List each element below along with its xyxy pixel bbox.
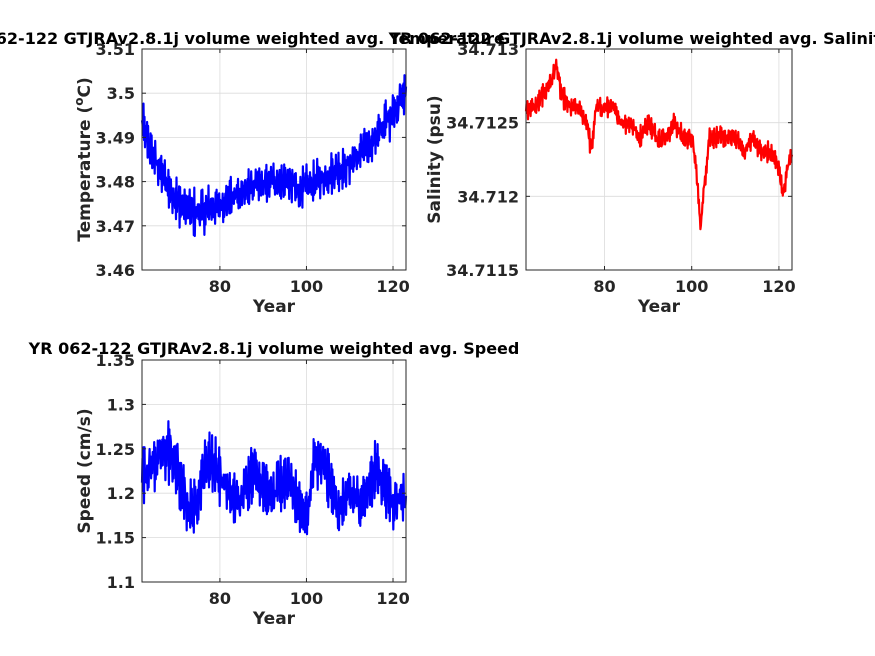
x-tick-label: 100 <box>290 277 323 296</box>
x-axis-label: Year <box>252 297 296 317</box>
y-tick-label: 3.47 <box>96 217 135 236</box>
axes-box <box>141 48 407 271</box>
y-tick-label: 3.46 <box>96 261 135 280</box>
x-tick-label: 100 <box>675 277 708 296</box>
y-axis-label: Salinity (psu) <box>425 95 445 223</box>
axes-box <box>525 48 793 271</box>
x-tick-label: 80 <box>593 277 615 296</box>
x-tick-label: 120 <box>762 277 795 296</box>
axes-box <box>141 359 407 583</box>
x-axis-label: Year <box>637 297 681 317</box>
y-tick-label: 34.7125 <box>446 114 519 133</box>
y-tick-label: 1.15 <box>96 529 135 548</box>
chart-title: YR 062-122 GTJRAv2.8.1j volume weighted … <box>388 29 875 48</box>
x-tick-label: 80 <box>209 277 231 296</box>
y-tick-label: 3.48 <box>96 173 135 192</box>
chart-panel-3: 80 100 120 1.1 1.15 1.2 1.25 1.3 1.35 Year Speed (… <box>75 351 410 629</box>
y-tick-label: 34.7115 <box>446 261 519 280</box>
chart-title: YR 062-122 GTJRAv2.8.1j volume weighted … <box>28 339 520 358</box>
y-tick-label: 34.713 <box>457 40 519 59</box>
y-tick-label: 1.1 <box>107 573 135 592</box>
y-tick-label: 1.25 <box>96 440 135 459</box>
y-tick-label: 3.51 <box>96 40 135 59</box>
chart-panel-2: 80 100 120 34.7115 34.712 34.7125 34.713 Year Sa… <box>425 40 796 317</box>
series-line <box>140 420 408 536</box>
series-line <box>140 74 408 238</box>
chart-panel-1: 80 100 120 3.46 3.47 3.48 3.49 3.5 3.51 Year Tempe… <box>72 40 410 317</box>
y-tick-label: 1.2 <box>107 484 135 503</box>
x-axis-label: Year <box>252 609 296 629</box>
y-axis-label: Speed (cm/s) <box>75 408 95 533</box>
y-tick-label: 34.712 <box>457 187 519 206</box>
series-line <box>524 58 794 231</box>
x-tick-label: 120 <box>376 277 409 296</box>
y-tick-label: 3.5 <box>107 84 135 103</box>
x-tick-label: 100 <box>290 589 323 608</box>
y-tick-label: 3.49 <box>96 128 135 147</box>
y-tick-label: 1.3 <box>107 395 135 414</box>
y-axis-label: Temperature (oC) <box>72 77 95 241</box>
chart-title: YR 062-122 GTJRAv2.8.1j volume weighted … <box>0 29 505 48</box>
x-tick-label: 80 <box>209 589 231 608</box>
x-tick-label: 120 <box>376 589 409 608</box>
y-tick-label: 1.35 <box>96 351 135 370</box>
